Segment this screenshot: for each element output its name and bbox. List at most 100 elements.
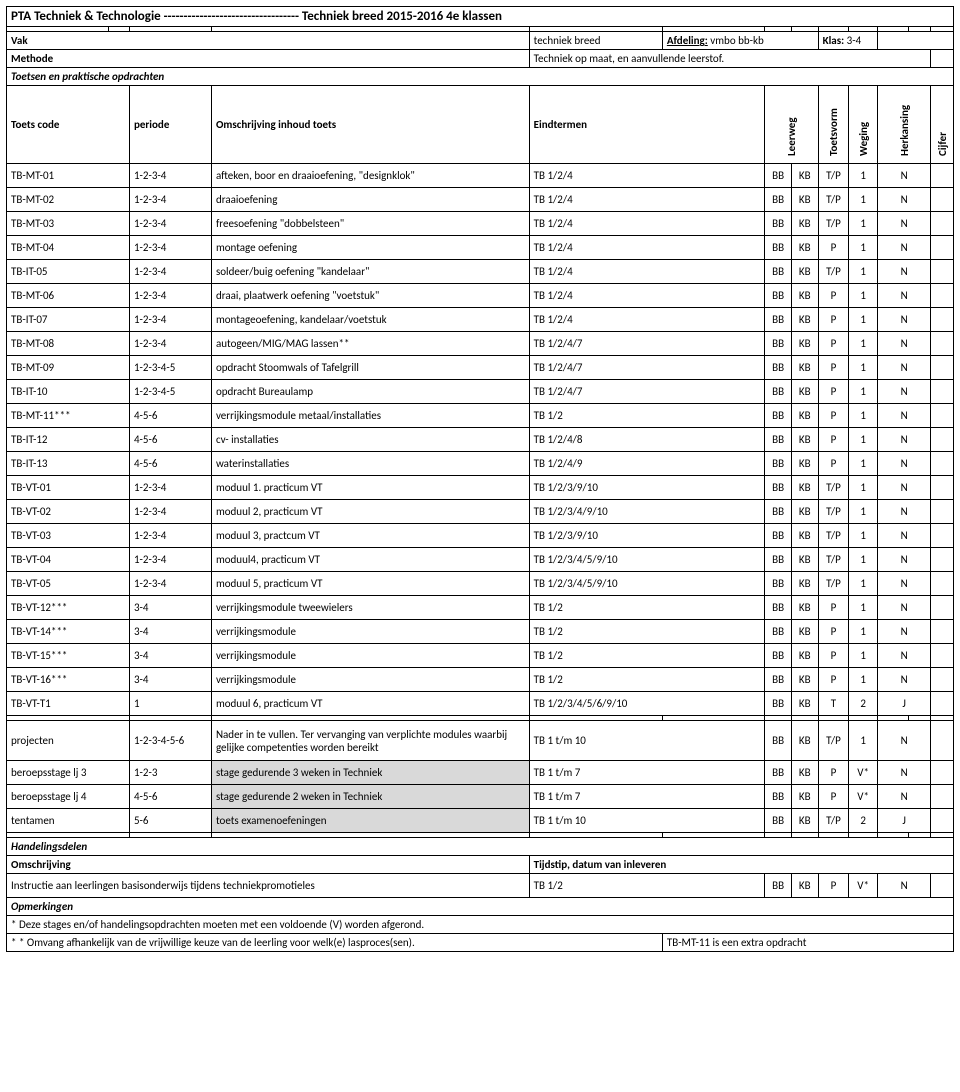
cell-tv: T/P <box>818 524 849 548</box>
cell-lw2: KB <box>791 572 818 596</box>
instructie-wg: V* <box>849 874 878 898</box>
cell-eind: TB 1/2/3/9/10 <box>529 524 765 548</box>
cell-lw1: BB <box>765 428 792 452</box>
table-row: TB-VT-16***3-4verrijkingsmoduleTB 1/2BBK… <box>7 668 954 692</box>
cell-omschr: stage gedurende 3 weken in Techniek <box>211 761 529 785</box>
cell-tv: T/P <box>818 188 849 212</box>
cell-omschr: afteken, boor en draaioefening, "designk… <box>211 164 529 188</box>
cell-omschr: moduul 5, practicum VT <box>211 572 529 596</box>
cell-eind: TB 1/2/4 <box>529 188 765 212</box>
cell-tv: P <box>818 284 849 308</box>
cell-eind: TB 1/2/4/7 <box>529 356 765 380</box>
cell-lw1: BB <box>765 332 792 356</box>
cell-periode: 1-2-3-4-5-6 <box>129 721 211 761</box>
table-row: TB-VT-051-2-3-4moduul 5, practicum VTTB … <box>7 572 954 596</box>
cell-code: TB-VT-02 <box>7 500 130 524</box>
afdeling-value: vmbo bb-kb <box>710 34 764 47</box>
cell-hk: N <box>878 212 931 236</box>
cell-tv: P <box>818 404 849 428</box>
cell-periode: 1-2-3-4-5 <box>129 356 211 380</box>
cell-eind: TB 1/2/4 <box>529 164 765 188</box>
cell-eind: TB 1 t/m 7 <box>529 785 765 809</box>
cell-code: TB-MT-03 <box>7 212 130 236</box>
cell-wg: 1 <box>849 236 878 260</box>
cell-code: TB-IT-05 <box>7 260 130 284</box>
cell-eind: TB 1 t/m 10 <box>529 721 765 761</box>
cell-code: beroepsstage lj 4 <box>7 785 130 809</box>
tijdstip-label: Tijdstip, datum van inleveren <box>529 856 953 874</box>
cell-lw2: KB <box>791 284 818 308</box>
table-row: TB-MT-041-2-3-4montage oefeningTB 1/2/4B… <box>7 236 954 260</box>
cell-lw2: KB <box>791 356 818 380</box>
omschrijving-section-label: Omschrijving <box>7 856 530 874</box>
page-title: PTA Techniek & Technologie -------------… <box>7 7 954 27</box>
cell-eind: TB 1/2/3/4/9/10 <box>529 500 765 524</box>
cell-cf <box>931 721 954 761</box>
cell-eind: TB 1/2/3/4/5/9/10 <box>529 572 765 596</box>
note-2-right: TB-MT-11 is een extra opdracht <box>662 934 953 952</box>
cell-wg: 1 <box>849 284 878 308</box>
cell-cf <box>931 500 954 524</box>
cell-wg: 1 <box>849 260 878 284</box>
cell-lw2: KB <box>791 692 818 716</box>
cell-wg: 1 <box>849 524 878 548</box>
cell-cf <box>931 692 954 716</box>
cell-cf <box>931 428 954 452</box>
cell-omschr: cv- installaties <box>211 428 529 452</box>
instructie-cf <box>931 874 954 898</box>
table-row: TB-IT-134-5-6waterinstallatiesTB 1/2/4/9… <box>7 452 954 476</box>
cell-wg: 1 <box>849 620 878 644</box>
cell-hk: N <box>878 596 931 620</box>
cell-omschr: verrijkingsmodule <box>211 668 529 692</box>
instructie-lw1: BB <box>765 874 792 898</box>
cell-cf <box>931 356 954 380</box>
cell-tv: P <box>818 428 849 452</box>
cell-omschr: draai, plaatwerk oefening "voetstuk" <box>211 284 529 308</box>
cell-periode: 4-5-6 <box>129 452 211 476</box>
instructie-tv: P <box>818 874 849 898</box>
cell-lw1: BB <box>765 785 792 809</box>
cell-wg: 1 <box>849 380 878 404</box>
cell-code: TB-MT-04 <box>7 236 130 260</box>
cell-cf <box>931 332 954 356</box>
cell-tv: P <box>818 596 849 620</box>
cell-code: TB-VT-04 <box>7 548 130 572</box>
cell-lw1: BB <box>765 188 792 212</box>
cell-lw2: KB <box>791 785 818 809</box>
cell-lw2: KB <box>791 476 818 500</box>
cell-lw1: BB <box>765 308 792 332</box>
cell-omschr: opdracht Bureaulamp <box>211 380 529 404</box>
cell-omschr: waterinstallaties <box>211 452 529 476</box>
cell-periode: 4-5-6 <box>129 785 211 809</box>
cell-hk: N <box>878 644 931 668</box>
cell-code: TB-MT-09 <box>7 356 130 380</box>
cell-hk: N <box>878 380 931 404</box>
cell-wg: 1 <box>849 212 878 236</box>
cell-lw2: KB <box>791 500 818 524</box>
cell-eind: TB 1/2/4 <box>529 284 765 308</box>
cell-tv: P <box>818 332 849 356</box>
cell-periode: 1 <box>129 692 211 716</box>
cell-periode: 1-2-3-4 <box>129 548 211 572</box>
col-toetscode: Toets code <box>7 86 130 164</box>
cell-cf <box>931 644 954 668</box>
cell-lw2: KB <box>791 644 818 668</box>
cell-wg: 1 <box>849 452 878 476</box>
cell-periode: 1-2-3-4 <box>129 572 211 596</box>
cell-lw2: KB <box>791 620 818 644</box>
col-omschrijving: Omschrijving inhoud toets <box>211 86 529 164</box>
table-row: TB-VT-021-2-3-4moduul 2, practicum VTTB … <box>7 500 954 524</box>
cell-hk: N <box>878 308 931 332</box>
cell-omschr: moduul 6, practicum VT <box>211 692 529 716</box>
cell-hk: N <box>878 188 931 212</box>
cell-periode: 1-2-3-4 <box>129 500 211 524</box>
cell-cf <box>931 404 954 428</box>
cell-eind: TB 1 t/m 7 <box>529 761 765 785</box>
cell-periode: 3-4 <box>129 668 211 692</box>
cell-lw2: KB <box>791 596 818 620</box>
cell-periode: 1-2-3 <box>129 761 211 785</box>
cell-periode: 1-2-3-4 <box>129 308 211 332</box>
cell-periode: 1-2-3-4 <box>129 212 211 236</box>
cell-lw2: KB <box>791 548 818 572</box>
cell-periode: 5-6 <box>129 809 211 833</box>
